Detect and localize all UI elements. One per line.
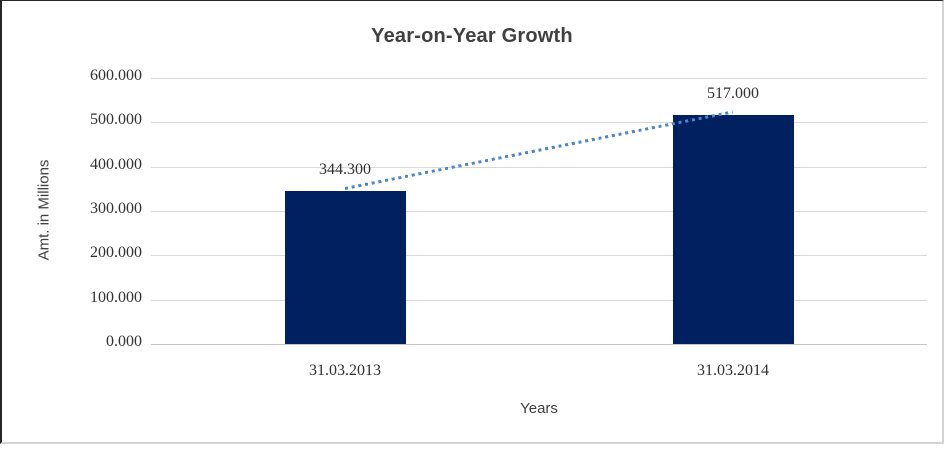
- y-tick-label: 300.000: [90, 200, 142, 217]
- chart-frame: Year-on-Year Growth Amt. in Millions 0.0…: [0, 0, 944, 444]
- y-tick-label: 200.000: [90, 244, 142, 262]
- gridline: [151, 166, 927, 168]
- gridline: [151, 78, 927, 79]
- gridline: [151, 299, 927, 301]
- bar-data-label: 344.300: [319, 161, 371, 179]
- chart-title: Year-on-Year Growth: [371, 25, 573, 47]
- y-tick-label: 500.000: [90, 111, 142, 129]
- x-category-label: 31.03.2013: [309, 362, 381, 379]
- bar: [284, 191, 406, 344]
- gridline: [151, 255, 927, 257]
- y-tick-label: 400.000: [90, 155, 142, 173]
- bar: [672, 114, 794, 344]
- x-category-label: 31.03.2014: [697, 362, 769, 379]
- gridline: [151, 211, 927, 212]
- y-tick-label: 100.000: [90, 288, 142, 306]
- bar-data-label: 517.000: [707, 84, 759, 102]
- y-tick-label: 600.000: [90, 67, 142, 84]
- y-tick-label: 0.000: [106, 333, 142, 350]
- gridline: [151, 122, 927, 124]
- x-axis-title: Years: [520, 400, 558, 417]
- x-axis-baseline: [151, 344, 927, 345]
- plot-area: [151, 78, 927, 345]
